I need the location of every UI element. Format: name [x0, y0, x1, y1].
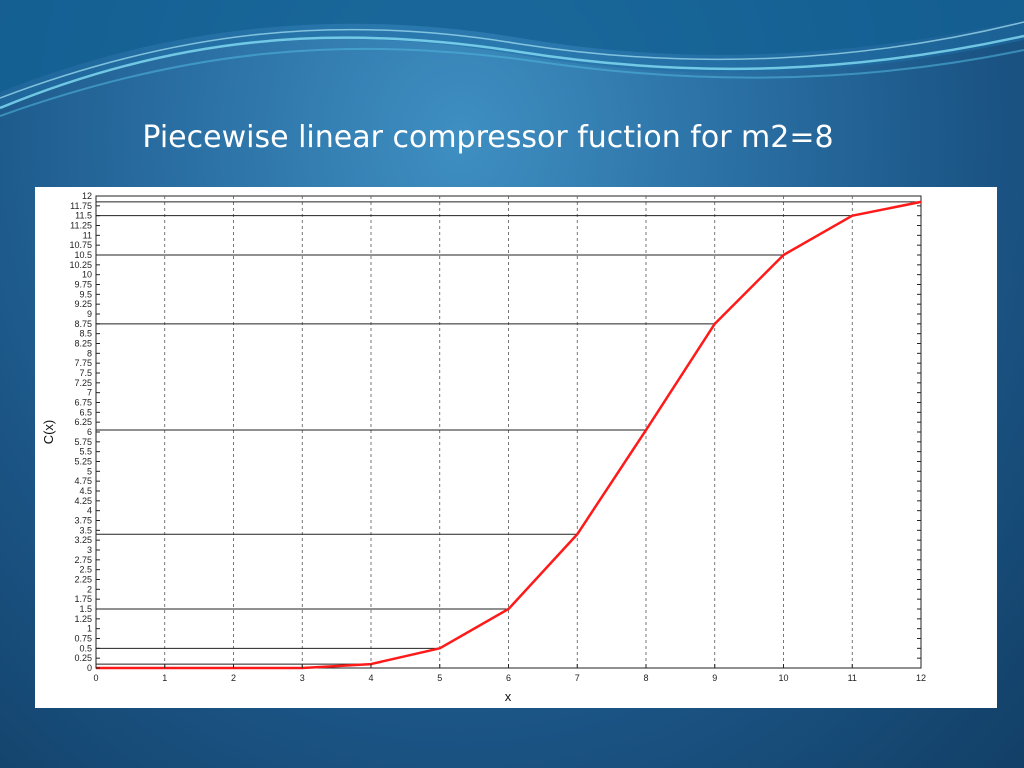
y-tick-label: 11	[83, 230, 92, 240]
y-tick-label: 3.75	[74, 516, 92, 526]
x-tick-label: 6	[506, 673, 511, 683]
y-tick-label: 3	[87, 545, 92, 555]
grid	[164, 196, 853, 668]
series-layer	[96, 200, 922, 670]
y-tick-label: 0	[87, 663, 92, 673]
y-tick-label: 1.25	[74, 614, 92, 624]
y-tick-label: 5.5	[79, 447, 92, 457]
x-axis-label: x	[505, 689, 512, 704]
series-line	[96, 200, 922, 670]
y-tick-label: 10.25	[69, 260, 92, 270]
y-tick-label: 4.5	[79, 486, 92, 496]
y-axis: 00.250.50.7511.251.51.7522.252.52.7533.2…	[69, 191, 921, 673]
x-tick-label: 9	[712, 673, 717, 683]
y-tick-label: 4.75	[74, 476, 92, 486]
y-tick-label: 7.75	[74, 358, 92, 368]
y-tick-label: 5.25	[74, 457, 92, 467]
x-tick-label: 8	[643, 673, 648, 683]
y-tick-label: 10.75	[69, 240, 92, 250]
y-tick-label: 10.5	[74, 250, 92, 260]
y-tick-label: 0.5	[79, 643, 92, 653]
y-axis-label: C(x)	[41, 420, 56, 445]
x-tick-label: 4	[368, 673, 373, 683]
y-tick-label: 3.25	[74, 535, 92, 545]
y-tick-label: 1	[87, 624, 92, 634]
y-tick-label: 9.25	[74, 299, 92, 309]
y-tick-label: 7.25	[74, 378, 92, 388]
y-tick-label: 2.25	[74, 575, 92, 585]
y-tick-label: 11.5	[75, 211, 92, 221]
y-tick-label: 0.25	[74, 653, 92, 663]
y-tick-label: 6.25	[74, 417, 92, 427]
y-tick-label: 8	[87, 348, 92, 358]
y-tick-label: 3.5	[79, 525, 92, 535]
y-tick-label: 2.75	[74, 555, 92, 565]
y-tick-label: 8.25	[74, 339, 92, 349]
y-tick-label: 7	[87, 388, 92, 398]
x-tick-label: 2	[231, 673, 236, 683]
y-tick-label: 11.75	[70, 201, 92, 211]
y-tick-label: 6.5	[79, 407, 92, 417]
x-tick-label: 7	[575, 673, 580, 683]
chart-panel: 0 1 2 3 4 5 6 7 8 9 10 11 12 0 0.25 0.5 0.75 1 1.25 1.5 1.7…	[35, 187, 997, 708]
y-tick-label: 12	[82, 191, 92, 201]
y-tick-label: 11.25	[70, 221, 92, 231]
y-tick-label: 6	[87, 427, 92, 437]
x-tick-label: 3	[300, 673, 305, 683]
y-tick-label: 8.5	[79, 329, 92, 339]
y-tick-label: 2	[87, 584, 92, 594]
y-tick-label: 9.75	[74, 280, 92, 290]
y-tick-label: 4	[87, 506, 92, 516]
y-tick-label: 0.75	[74, 634, 92, 644]
y-tick-label: 5	[87, 466, 92, 476]
x-tick-label: 0	[93, 673, 98, 683]
x-axis: 0 1 2 3 4 5 6 7 8 9 10 11 12	[93, 664, 926, 683]
y-tick-label: 1.75	[74, 594, 92, 604]
compressor-chart: 0 1 2 3 4 5 6 7 8 9 10 11 12 00.250.50.7511.251.51.7…	[41, 191, 926, 704]
y-tick-label: 1.5	[79, 604, 92, 614]
x-tick-label: 10	[778, 673, 788, 683]
y-tick-label: 9.5	[79, 289, 92, 299]
y-tick-label: 7.5	[79, 368, 92, 378]
x-tick-label: 5	[437, 673, 442, 683]
reference-lines	[96, 201, 921, 665]
decorative-wave-header	[0, 0, 1024, 117]
y-tick-label: 8.75	[74, 319, 92, 329]
y-tick-label: 6.75	[74, 398, 92, 408]
y-tick-label: 9	[87, 309, 92, 319]
x-tick-label: 1	[162, 673, 167, 683]
slide-title: Piecewise linear compressor fuction for …	[142, 120, 834, 155]
x-tick-label: 11	[848, 673, 857, 683]
x-tick-label: 12	[916, 673, 926, 683]
y-tick-label: 10	[82, 270, 92, 280]
y-tick-label: 2.5	[79, 565, 92, 575]
y-tick-label: 5.75	[74, 437, 92, 447]
y-tick-label: 4.25	[74, 496, 92, 506]
